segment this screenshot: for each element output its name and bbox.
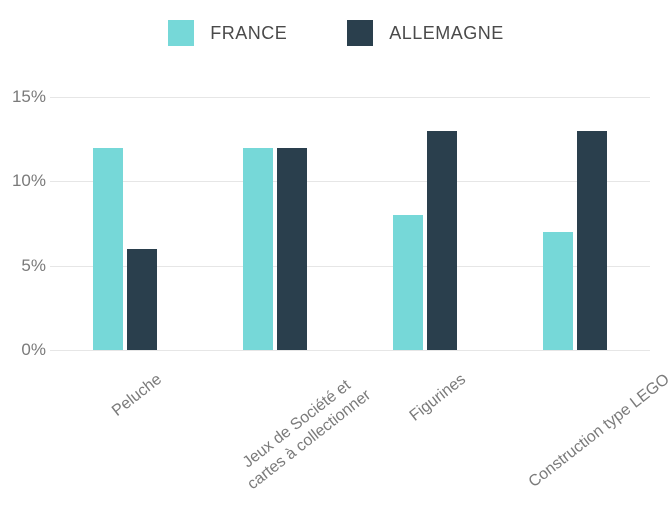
legend-swatch-allemagne	[347, 20, 373, 46]
toy-market-share-chart: FRANCE ALLEMAGNE 0% 5% 10% 15% Peluche J…	[0, 0, 672, 511]
y-tick-label: 0%	[6, 340, 46, 360]
bar-allemagne	[127, 249, 157, 350]
plot-area: 0% 5% 10% 15%	[50, 80, 650, 350]
legend-item-allemagne: ALLEMAGNE	[347, 20, 504, 46]
bar-france	[543, 232, 573, 350]
x-tick-label: Figurines	[406, 370, 470, 426]
x-tick-label: Construction type LEGO	[525, 370, 672, 493]
legend-item-france: FRANCE	[168, 20, 287, 46]
bar-france	[243, 148, 273, 351]
gridline	[50, 97, 650, 98]
bar-allemagne	[577, 131, 607, 350]
bar-allemagne	[277, 148, 307, 351]
legend-swatch-france	[168, 20, 194, 46]
legend-label-allemagne: ALLEMAGNE	[389, 23, 504, 44]
legend: FRANCE ALLEMAGNE	[0, 20, 672, 46]
bar-france	[393, 215, 423, 350]
gridline	[50, 350, 650, 351]
bar-france	[93, 148, 123, 351]
y-tick-label: 5%	[6, 256, 46, 276]
x-axis-labels: Peluche Jeux de Société et cartes à coll…	[50, 360, 650, 500]
x-tick-label: Peluche	[108, 370, 166, 421]
legend-label-france: FRANCE	[210, 23, 287, 44]
y-tick-label: 10%	[6, 171, 46, 191]
y-tick-label: 15%	[6, 87, 46, 107]
x-tick-label: Jeux de Société et cartes à collectionne…	[231, 370, 375, 495]
gridline	[50, 181, 650, 182]
bar-allemagne	[427, 131, 457, 350]
